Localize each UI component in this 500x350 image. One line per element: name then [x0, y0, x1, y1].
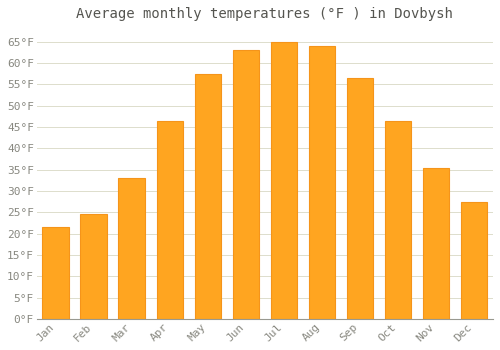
Bar [270, 42, 297, 319]
Bar [156, 121, 183, 319]
Bar [346, 78, 374, 319]
Bar [422, 168, 450, 319]
Bar [194, 74, 221, 319]
Bar [232, 50, 259, 319]
Bar [80, 215, 107, 319]
Bar [460, 202, 487, 319]
Bar [118, 178, 145, 319]
Bar [308, 46, 335, 319]
Bar [384, 121, 411, 319]
Bar [42, 227, 69, 319]
Title: Average monthly temperatures (°F ) in Dovbysh: Average monthly temperatures (°F ) in Do… [76, 7, 454, 21]
